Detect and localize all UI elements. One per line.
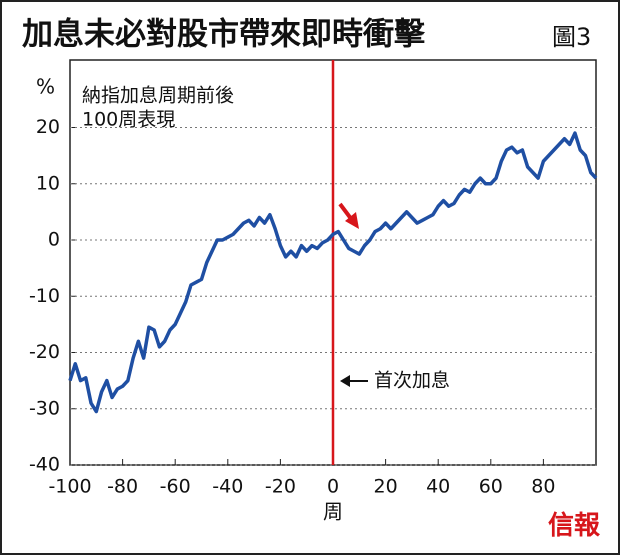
y-unit: %	[36, 75, 55, 99]
y-tick-label: -20	[29, 341, 60, 363]
annotation: 100周表現	[82, 109, 175, 131]
x-tick-label: 20	[374, 476, 398, 498]
arrow	[338, 202, 359, 229]
x-tick-label: -60	[160, 476, 191, 498]
x-tick-label: 0	[327, 476, 339, 498]
x-axis-label: 周	[323, 500, 343, 524]
y-tick-label: 10	[36, 172, 60, 194]
chart-title: 加息未必對股市帶來即時衝擊	[22, 17, 426, 53]
y-tick-label: 0	[48, 229, 60, 251]
figure-label: 圖3	[552, 23, 591, 51]
y-tick-label: -10	[29, 285, 60, 307]
x-tick-label: 60	[479, 476, 503, 498]
x-tick-label: -20	[265, 476, 296, 498]
y-tick-label: 20	[36, 116, 60, 138]
y-tick-label: -30	[29, 397, 60, 419]
annotation: 納指加息周期前後	[82, 85, 234, 107]
x-tick-label: -40	[212, 476, 243, 498]
y-tick-label: -40	[29, 454, 60, 476]
data-line	[68, 131, 598, 414]
event-label: 首次加息	[374, 370, 450, 392]
event-arrow	[340, 375, 368, 387]
x-tick-label: 80	[531, 476, 555, 498]
x-tick-label: -80	[107, 476, 138, 498]
x-tick-label: 40	[426, 476, 450, 498]
source-logo: 信報	[548, 511, 601, 541]
x-tick-label: -100	[48, 476, 91, 498]
